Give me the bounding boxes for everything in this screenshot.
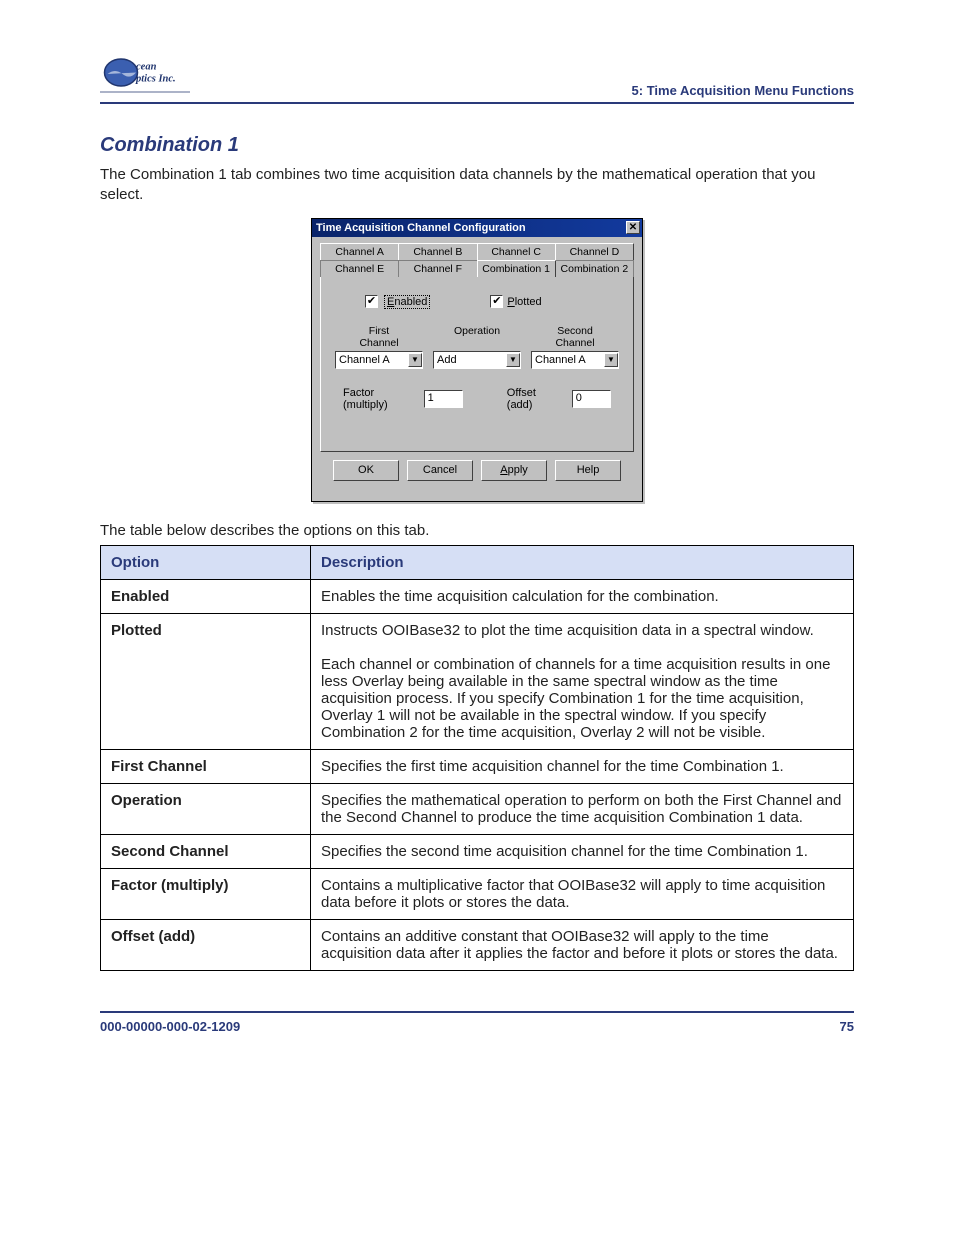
description-cell: Instructs OOIBase32 to plot the time acq… — [311, 613, 854, 749]
factor-label: Factor (multiply) — [343, 387, 402, 411]
table-caption: The table below describes the options on… — [100, 522, 854, 539]
svg-text:ptics Inc.: ptics Inc. — [135, 74, 176, 85]
table-row: Second ChannelSpecifies the second time … — [101, 834, 854, 868]
tab-channel-a[interactable]: Channel A — [320, 243, 399, 260]
table-row: OperationSpecifies the mathematical oper… — [101, 783, 854, 834]
factor-input[interactable]: 1 — [424, 390, 463, 408]
svg-text:cean: cean — [136, 62, 157, 73]
table-row: PlottedInstructs OOIBase32 to plot the t… — [101, 613, 854, 749]
description-cell: Contains a multiplicative factor that OO… — [311, 868, 854, 919]
dialog-buttons: OK Cancel Apply Help — [320, 452, 634, 491]
tabs-row-top: Channel A Channel B Channel C Channel D — [320, 243, 634, 260]
tab-channel-f[interactable]: Channel F — [398, 260, 477, 277]
option-cell: Plotted — [101, 613, 311, 749]
tab-combination-1[interactable]: Combination 1 — [477, 260, 556, 277]
tab-combination-2[interactable]: Combination 2 — [555, 260, 634, 277]
enabled-checkbox[interactable]: ✔ Enabled — [365, 295, 430, 309]
description-cell: Specifies the first time acquisition cha… — [311, 749, 854, 783]
first-channel-label: First Channel — [335, 325, 423, 349]
page-footer: 000-00000-000-02-1209 75 — [100, 1011, 854, 1034]
ok-button[interactable]: OK — [333, 460, 399, 481]
option-cell: Factor (multiply) — [101, 868, 311, 919]
description-cell: Specifies the mathematical operation to … — [311, 783, 854, 834]
chevron-down-icon: ▼ — [408, 353, 422, 367]
dialog: Time Acquisition Channel Configuration ✕… — [311, 218, 643, 502]
section-intro: The Combination 1 tab combines two time … — [100, 165, 854, 206]
options-table: Option Description EnabledEnables the ti… — [100, 545, 854, 971]
table-row: EnabledEnables the time acquisition calc… — [101, 579, 854, 613]
table-head-desc: Description — [311, 545, 854, 579]
table-row: Offset (add)Contains an additive constan… — [101, 919, 854, 970]
close-icon[interactable]: ✕ — [626, 221, 640, 234]
description-cell: Specifies the second time acquisition ch… — [311, 834, 854, 868]
tab-channel-b[interactable]: Channel B — [398, 243, 477, 260]
tabs-row-bottom: Channel E Channel F Combination 1 Combin… — [320, 260, 634, 277]
plotted-checkbox[interactable]: ✔ Plotted — [490, 295, 541, 309]
chevron-down-icon: ▼ — [604, 353, 618, 367]
page-header: cean ptics Inc. 5: Time Acquisition Menu… — [100, 50, 854, 104]
second-channel-select[interactable]: Channel A▼ — [531, 351, 619, 369]
option-cell: Enabled — [101, 579, 311, 613]
checkmark-icon: ✔ — [490, 295, 503, 308]
option-cell: Operation — [101, 783, 311, 834]
dialog-titlebar: Time Acquisition Channel Configuration ✕ — [312, 219, 642, 237]
first-channel-select[interactable]: Channel A▼ — [335, 351, 423, 369]
help-button[interactable]: Help — [555, 460, 621, 481]
tab-channel-c[interactable]: Channel C — [477, 243, 556, 260]
tab-channel-e[interactable]: Channel E — [320, 260, 399, 277]
tab-channel-d[interactable]: Channel D — [555, 243, 634, 260]
apply-button[interactable]: Apply — [481, 460, 547, 481]
doc-number: 000-00000-000-02-1209 — [100, 1019, 240, 1034]
offset-label: Offset (add) — [507, 387, 550, 411]
tab-panel: ✔ Enabled ✔ Plotted First Channel Operat… — [320, 276, 634, 452]
description-cell: Enables the time acquisition calculation… — [311, 579, 854, 613]
page-number: 75 — [840, 1019, 854, 1034]
operation-label: Operation — [433, 325, 521, 349]
page: cean ptics Inc. 5: Time Acquisition Menu… — [0, 0, 954, 1074]
dialog-title: Time Acquisition Channel Configuration — [316, 222, 526, 234]
operation-select[interactable]: Add▼ — [433, 351, 521, 369]
option-cell: First Channel — [101, 749, 311, 783]
second-channel-label: Second Channel — [531, 325, 619, 349]
offset-input[interactable]: 0 — [572, 390, 611, 408]
table-row: Factor (multiply)Contains a multiplicati… — [101, 868, 854, 919]
option-cell: Offset (add) — [101, 919, 311, 970]
logo: cean ptics Inc. — [100, 50, 190, 98]
select-labels: First Channel Operation Second Channel — [335, 325, 619, 349]
cancel-button[interactable]: Cancel — [407, 460, 473, 481]
option-cell: Second Channel — [101, 834, 311, 868]
description-cell: Contains an additive constant that OOIBa… — [311, 919, 854, 970]
chapter-label: 5: Time Acquisition Menu Functions — [632, 83, 854, 98]
dialog-screenshot: Time Acquisition Channel Configuration ✕… — [100, 218, 854, 502]
checkmark-icon: ✔ — [365, 295, 378, 308]
chevron-down-icon: ▼ — [506, 353, 520, 367]
section-title: Combination 1 — [100, 134, 854, 157]
table-row: First ChannelSpecifies the first time ac… — [101, 749, 854, 783]
table-head-option: Option — [101, 545, 311, 579]
